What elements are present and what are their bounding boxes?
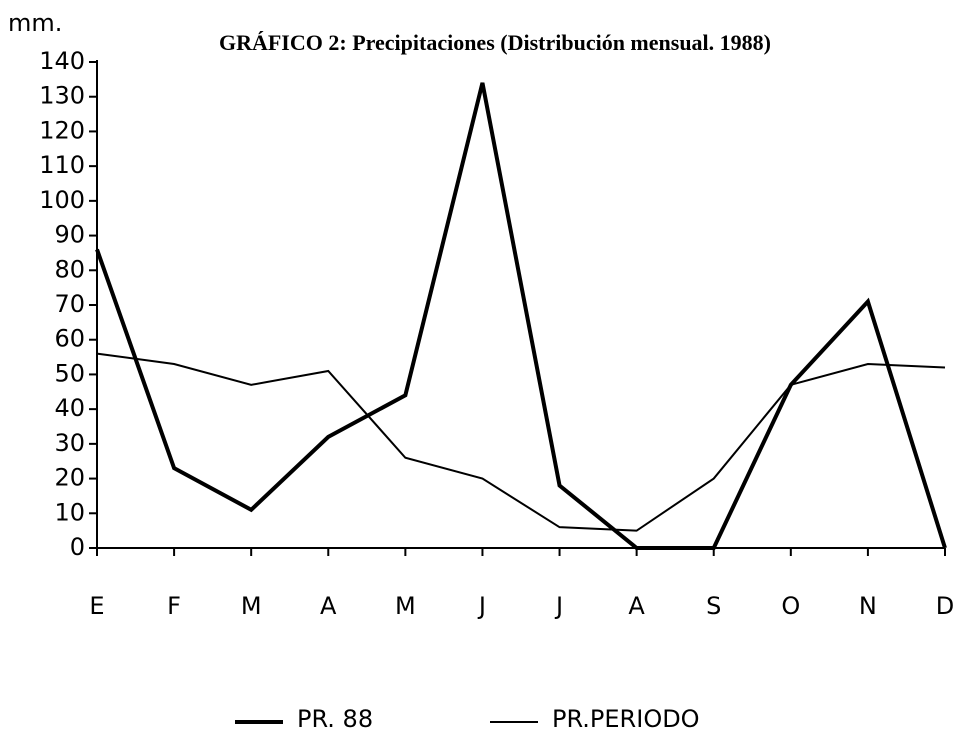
x-tick-label: N — [859, 592, 877, 620]
y-tick-label: 50 — [54, 359, 85, 387]
x-tick-label: F — [167, 592, 181, 620]
x-tick-label: J — [554, 592, 563, 620]
chart-title: GRÁFICO 2: Precipitaciones (Distribución… — [219, 30, 771, 55]
y-tick-label: 70 — [54, 290, 85, 318]
y-axis-label: mm. — [8, 9, 62, 37]
line-series — [95, 82, 947, 550]
y-tick-label: 40 — [54, 394, 85, 422]
y-tick-label: 30 — [54, 429, 85, 457]
x-tick-label: A — [320, 592, 337, 620]
y-tick-label: 80 — [54, 255, 85, 283]
y-tick-label: 100 — [39, 186, 85, 214]
x-tick-label: A — [628, 592, 645, 620]
y-tick-label: 20 — [54, 464, 85, 492]
x-tick-label: J — [477, 592, 486, 620]
x-tick-label: M — [241, 592, 262, 620]
x-tick-label: D — [936, 592, 954, 620]
x-tick-label: O — [781, 592, 800, 620]
legend-label: PR. 88 — [297, 705, 373, 733]
legend-label: PR.PERIODO — [552, 705, 700, 733]
y-tick-label: 0 — [70, 533, 85, 561]
y-tick-label: 90 — [54, 221, 85, 249]
y-tick-label: 130 — [39, 82, 85, 110]
y-tick-label: 60 — [54, 325, 85, 353]
y-tick-label: 140 — [39, 47, 85, 75]
y-tick-label: 110 — [39, 151, 85, 179]
x-tick-label: E — [89, 592, 104, 620]
x-tick-label: S — [706, 592, 721, 620]
x-tick-label: M — [395, 592, 416, 620]
line-series — [96, 352, 946, 532]
y-tick-label: 10 — [54, 498, 85, 526]
y-tick-label: 120 — [39, 116, 85, 144]
